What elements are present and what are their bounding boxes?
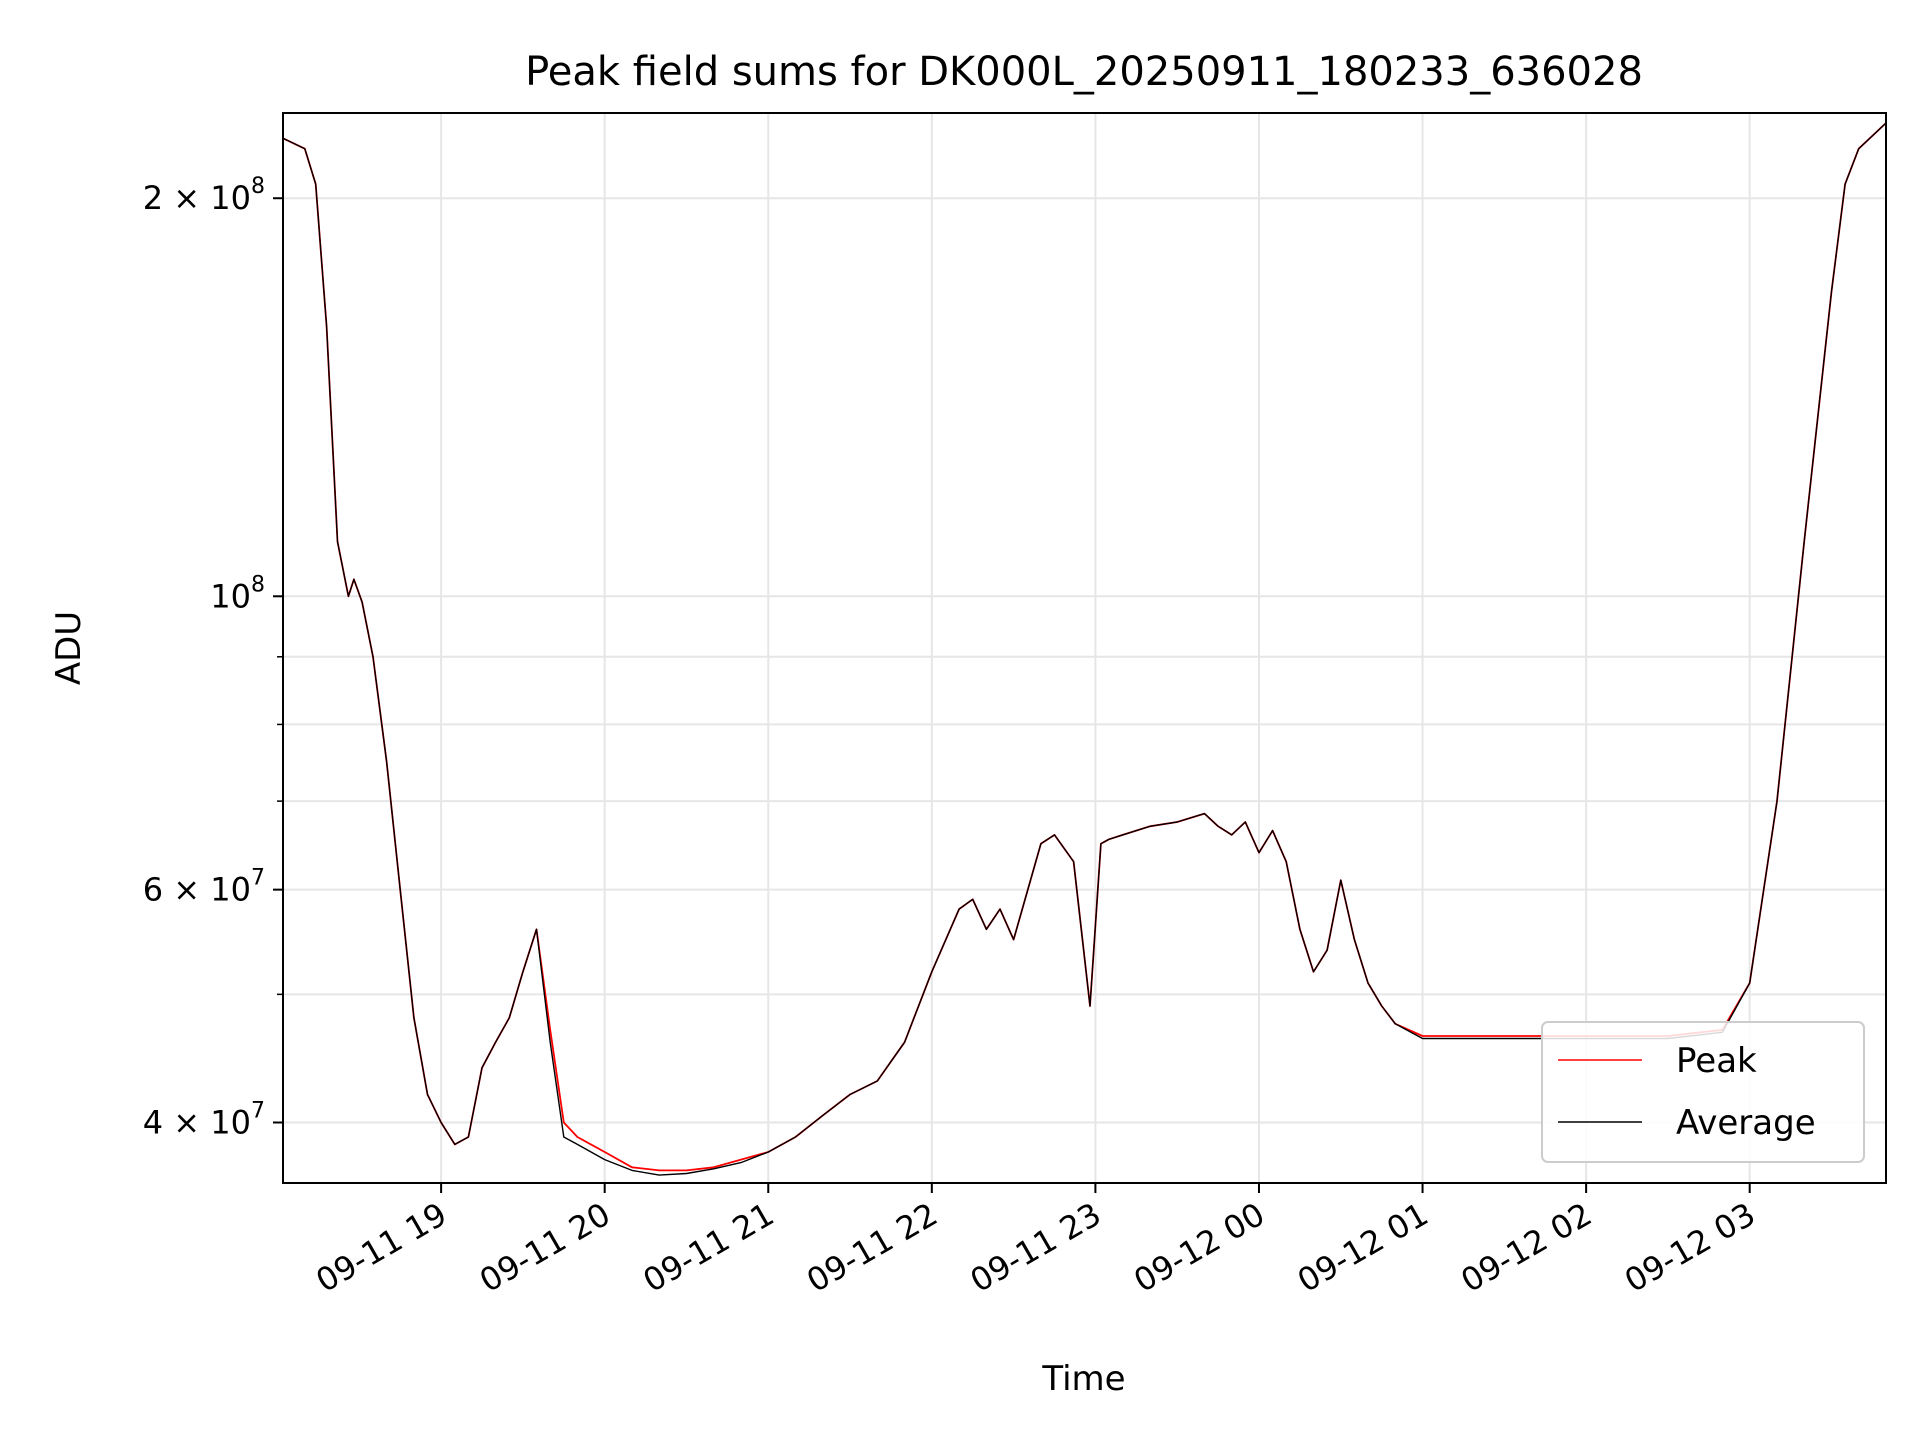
y-axis: 4 × 107 6 × 107 108 2 × 108 [143,174,283,1141]
x-tick-label: 09-12 03 [1618,1195,1762,1300]
x-tick-label: 09-11 23 [964,1195,1108,1300]
x-tick-label: 09-11 21 [637,1195,781,1300]
chart-title: Peak field sums for DK000L_20250911_1802… [525,49,1643,95]
y-tick-label: 4 × 107 [143,1098,265,1141]
x-tick-label: 09-12 00 [1127,1195,1271,1300]
legend: Peak Average [1541,1021,1865,1163]
series-line-peak [282,122,1887,1172]
legend-label-average: Average [1676,1103,1816,1143]
plot-frame [282,112,1887,1184]
x-tick-label: 09-11 20 [473,1195,617,1300]
legend-box [1541,1021,1865,1163]
legend-label-peak: Peak [1676,1041,1757,1081]
x-tick-label: 09-11 19 [310,1195,454,1300]
x-tick-label: 09-12 02 [1455,1195,1599,1300]
x-tick-label: 09-12 01 [1291,1195,1435,1300]
y-axis-label: ADU [49,611,89,685]
y-tick-label: 108 [210,572,265,615]
x-axis-label: Time [1041,1359,1125,1399]
grid [283,113,1886,1183]
y-tick-label: 6 × 107 [143,866,265,909]
x-axis: 09-11 19 09-11 20 09-11 21 09-11 22 09-11 23… [310,1183,1762,1300]
x-tick-label: 09-11 22 [800,1195,944,1300]
y-tick-label: 2 × 108 [143,174,265,217]
series-lines [282,122,1887,1176]
series-line-average [282,122,1887,1176]
